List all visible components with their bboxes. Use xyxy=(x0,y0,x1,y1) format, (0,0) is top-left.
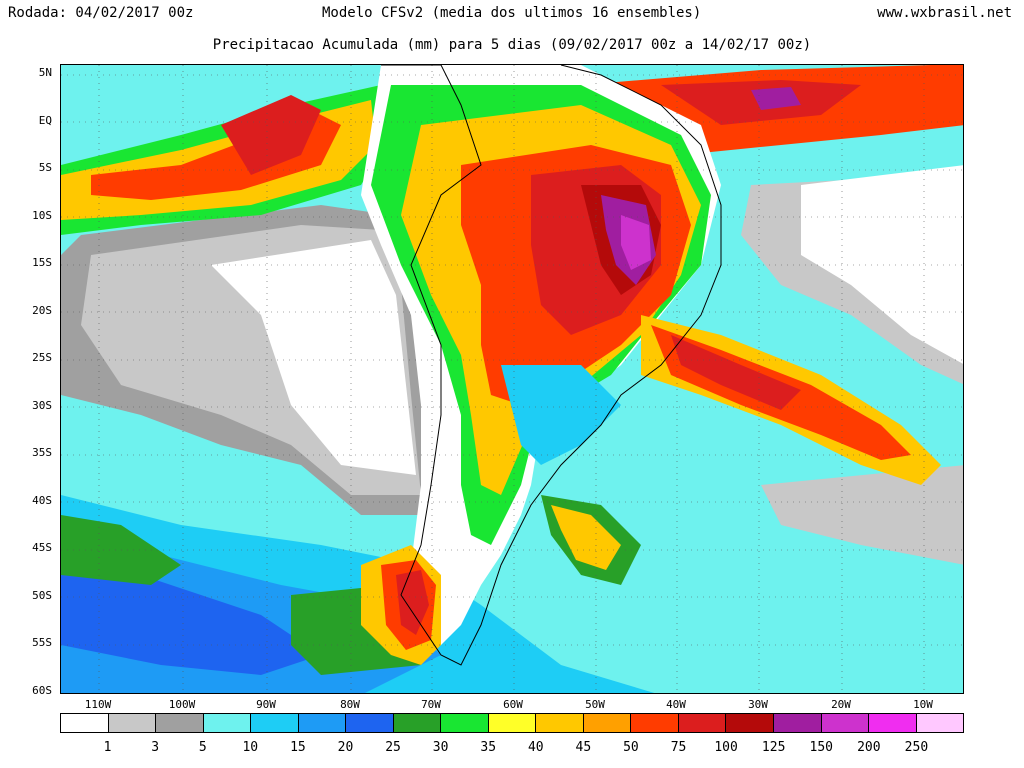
legend-label: 35 xyxy=(480,740,497,755)
legend-label: 200 xyxy=(857,740,881,755)
legend-swatch xyxy=(678,714,727,732)
lon-label: 30W xyxy=(748,698,768,711)
lat-label: 10S xyxy=(32,209,52,222)
precipitation-map xyxy=(60,64,964,694)
lon-label: 40W xyxy=(666,698,686,711)
legend-label: 15 xyxy=(290,740,306,755)
lat-label: 20S xyxy=(32,304,52,317)
legend-label: 150 xyxy=(809,740,833,755)
legend-swatch xyxy=(298,714,347,732)
lat-label: EQ xyxy=(38,114,52,127)
legend-swatch xyxy=(726,714,774,732)
legend-label: 3 xyxy=(151,740,160,755)
legend-label: 75 xyxy=(670,740,687,755)
legend-label: 40 xyxy=(527,740,544,755)
lat-label: 50S xyxy=(32,589,52,602)
lon-label: 80W xyxy=(340,698,360,711)
run-date-label: Rodada: 04/02/2017 00z xyxy=(8,5,194,21)
legend-label: 25 xyxy=(385,740,401,755)
lon-label: 90W xyxy=(256,698,276,711)
legend-swatch xyxy=(203,714,252,732)
lon-label: 110W xyxy=(84,698,112,711)
legend-swatch xyxy=(869,714,917,732)
lon-label: 60W xyxy=(503,698,523,711)
legend-swatch xyxy=(773,714,822,732)
lat-label: 35S xyxy=(32,446,52,459)
legend-label: 45 xyxy=(575,740,592,755)
lat-label: 5N xyxy=(38,66,52,79)
model-name-label: Modelo CFSv2 (media dos ultimos 16 ensem… xyxy=(322,5,702,21)
legend-swatch xyxy=(583,714,632,732)
legend-label: 50 xyxy=(623,740,639,755)
legend-label: 250 xyxy=(904,740,929,755)
legend-label: 100 xyxy=(714,740,738,755)
legend-swatch xyxy=(251,714,299,732)
lat-label: 55S xyxy=(32,636,52,649)
lon-label: 10W xyxy=(913,698,933,711)
legend-label: 1 xyxy=(103,740,112,755)
legend-label: 10 xyxy=(242,740,259,755)
legend-label: 30 xyxy=(432,740,449,755)
lon-label: 70W xyxy=(421,698,441,711)
legend-label: 125 xyxy=(761,740,786,755)
legend-swatch xyxy=(821,714,870,732)
map-title: Precipitacao Acumulada (mm) para 5 dias … xyxy=(212,37,812,53)
legend-swatch xyxy=(346,714,394,732)
lat-label: 15S xyxy=(32,256,52,269)
lat-label: 45S xyxy=(32,541,52,554)
lat-label: 5S xyxy=(38,161,52,174)
legend-swatch xyxy=(441,714,489,732)
lat-label: 60S xyxy=(32,684,52,697)
legend-label: 5 xyxy=(198,740,207,755)
lat-label: 30S xyxy=(32,399,52,412)
legend-swatch xyxy=(393,714,442,732)
lat-label: 25S xyxy=(32,351,52,364)
precipitation-field xyxy=(61,65,963,693)
legend-swatch xyxy=(916,714,964,732)
lon-label: 50W xyxy=(585,698,605,711)
legend-swatch xyxy=(488,714,537,732)
site-url-label: www.wxbrasil.net xyxy=(877,5,1012,21)
lon-label: 20W xyxy=(831,698,851,711)
lat-label: 40S xyxy=(32,494,52,507)
legend-swatch xyxy=(631,714,679,732)
lon-label: 100W xyxy=(168,698,196,711)
legend-swatch xyxy=(61,714,109,732)
legend-swatch xyxy=(536,714,584,732)
color-legend xyxy=(60,713,964,733)
legend-label: 20 xyxy=(337,740,354,755)
legend-swatch xyxy=(108,714,157,732)
legend-swatch xyxy=(156,714,204,732)
